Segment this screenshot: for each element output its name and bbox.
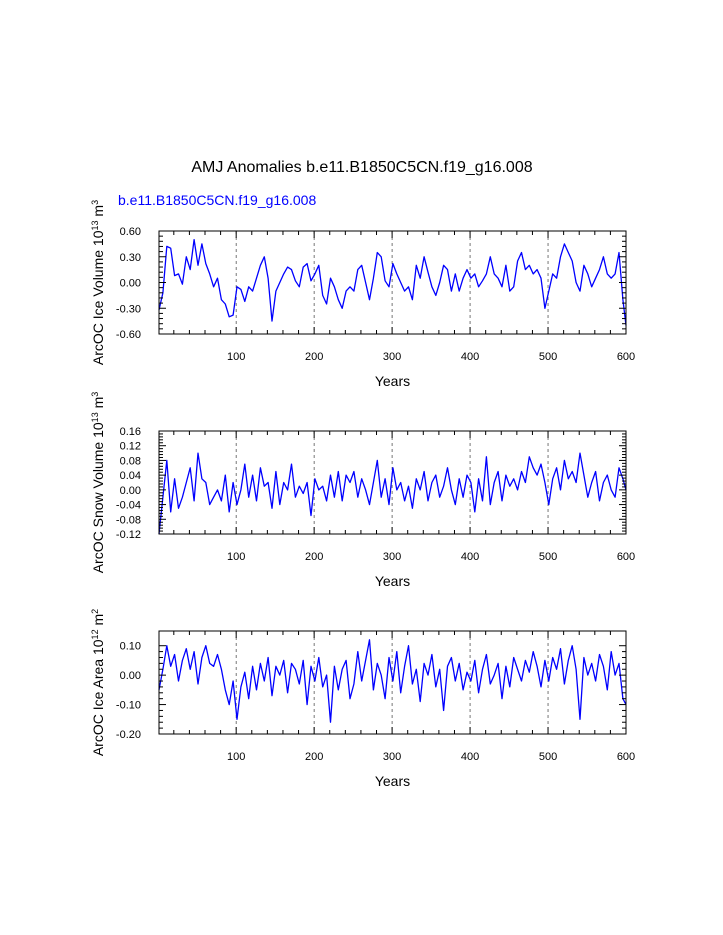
y-tick-label: 0.30	[120, 252, 141, 264]
y-axis-title-superscript: 2	[90, 609, 100, 614]
y-tick-label: -0.12	[116, 529, 141, 541]
data-line	[158, 452, 627, 535]
y-tick-label: 0.08	[120, 455, 141, 467]
y-axis-title-part: ArcOC Snow Volume 10	[90, 422, 106, 573]
y-axis-title-superscript: 13	[90, 412, 100, 422]
x-tick-label: 500	[539, 351, 557, 363]
y-tick-label: 0.12	[120, 441, 141, 453]
x-tick-label: 500	[539, 751, 557, 763]
y-axis-title-part: ArcOC Ice Volume 10	[90, 230, 106, 365]
y-tick-label: 0.04	[120, 470, 141, 482]
y-axis-title-part: ArcOC Ice Area 10	[90, 639, 106, 756]
data-line	[158, 238, 627, 326]
y-axis-title: ArcOC Snow Volume 1013 m3	[90, 392, 106, 574]
chart-panel-1: 100 200 300 400 500 600 -0.60 -0.30 0.00 0.30 0.60…	[90, 200, 635, 389]
x-tick-label: 300	[383, 751, 401, 763]
y-tick-label: 0.00	[120, 278, 141, 290]
x-tick-label: 600	[617, 751, 635, 763]
x-tick-label: 100	[227, 351, 245, 363]
y-tick-label: -0.08	[116, 514, 141, 526]
y-axis-title: ArcOC Ice Volume 1013 m3	[90, 200, 106, 365]
x-tick-label: 500	[539, 551, 557, 563]
y-tick-label: -0.30	[116, 303, 141, 315]
y-axis-title-part: m	[90, 614, 106, 630]
x-axis-title: Years	[375, 573, 410, 589]
y-tick-label: 0.16	[120, 426, 141, 438]
chart-panel-2: 100 200 300 400 500 600 -0.12 -0.08 -0.04 0.00 0.0…	[90, 392, 635, 589]
y-tick-label: 0.60	[120, 226, 141, 238]
y-tick-label: -0.20	[116, 729, 141, 741]
y-axis-title-superscript: 3	[90, 200, 100, 205]
chart-panel-3: 100 200 300 400 500 600 -0.20 -0.10 0.00 0.10 Year…	[90, 609, 635, 789]
y-tick-label: -0.10	[116, 700, 141, 712]
plot-frame	[158, 630, 627, 735]
figure-subtitle: b.e11.B1850C5CN.f19_g16.008	[118, 192, 316, 208]
x-tick-label: 400	[461, 551, 479, 563]
x-tick-label: 300	[383, 351, 401, 363]
x-tick-label: 200	[305, 551, 323, 563]
x-tick-label: 200	[305, 351, 323, 363]
figure-title: AMJ Anomalies b.e11.B1850C5CN.f19_g16.00…	[191, 159, 532, 176]
x-tick-label: 600	[617, 351, 635, 363]
x-tick-label: 200	[305, 751, 323, 763]
y-axis-title-superscript: 13	[90, 220, 100, 230]
y-tick-label: -0.04	[116, 500, 141, 512]
x-tick-label: 100	[227, 551, 245, 563]
data-line	[158, 639, 627, 723]
y-axis-title-part: m	[90, 205, 106, 221]
y-axis-title-superscript: 3	[90, 392, 100, 397]
x-tick-label: 400	[461, 351, 479, 363]
y-tick-label: 0.00	[120, 485, 141, 497]
y-tick-label: 0.00	[120, 670, 141, 682]
x-tick-label: 300	[383, 551, 401, 563]
y-axis-title-superscript: 12	[90, 629, 100, 639]
plot-frame	[158, 430, 627, 535]
plot-frame	[158, 230, 627, 335]
y-axis-title: ArcOC Ice Area 1012 m2	[90, 609, 106, 756]
panels-group: 100 200 300 400 500 600 -0.60 -0.30 0.00 0.30 0.60…	[90, 200, 635, 789]
y-axis-title-part: m	[90, 397, 106, 413]
x-tick-label: 600	[617, 551, 635, 563]
x-tick-label: 100	[227, 751, 245, 763]
x-tick-label: 400	[461, 751, 479, 763]
x-axis-title: Years	[375, 773, 410, 789]
x-axis-title: Years	[375, 373, 410, 389]
y-tick-label: 0.10	[120, 641, 141, 653]
y-tick-label: -0.60	[116, 329, 141, 341]
